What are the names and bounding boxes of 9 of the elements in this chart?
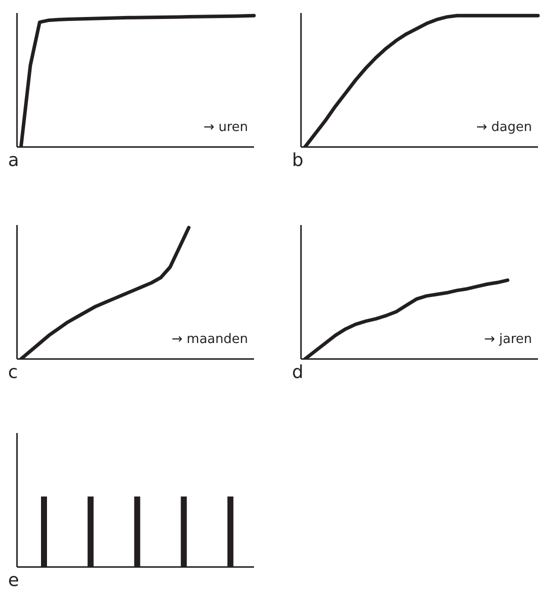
text: a bbox=[8, 150, 20, 171]
x-axis-title: → uren bbox=[203, 120, 248, 135]
text: d bbox=[292, 362, 304, 383]
x-axis-title: → dagen bbox=[476, 120, 532, 135]
text: c bbox=[8, 362, 18, 383]
x-axis-title: → jaren bbox=[484, 332, 532, 347]
text: e bbox=[8, 570, 20, 591]
x-axis-title: → maanden bbox=[172, 332, 248, 347]
text: b bbox=[292, 150, 304, 171]
